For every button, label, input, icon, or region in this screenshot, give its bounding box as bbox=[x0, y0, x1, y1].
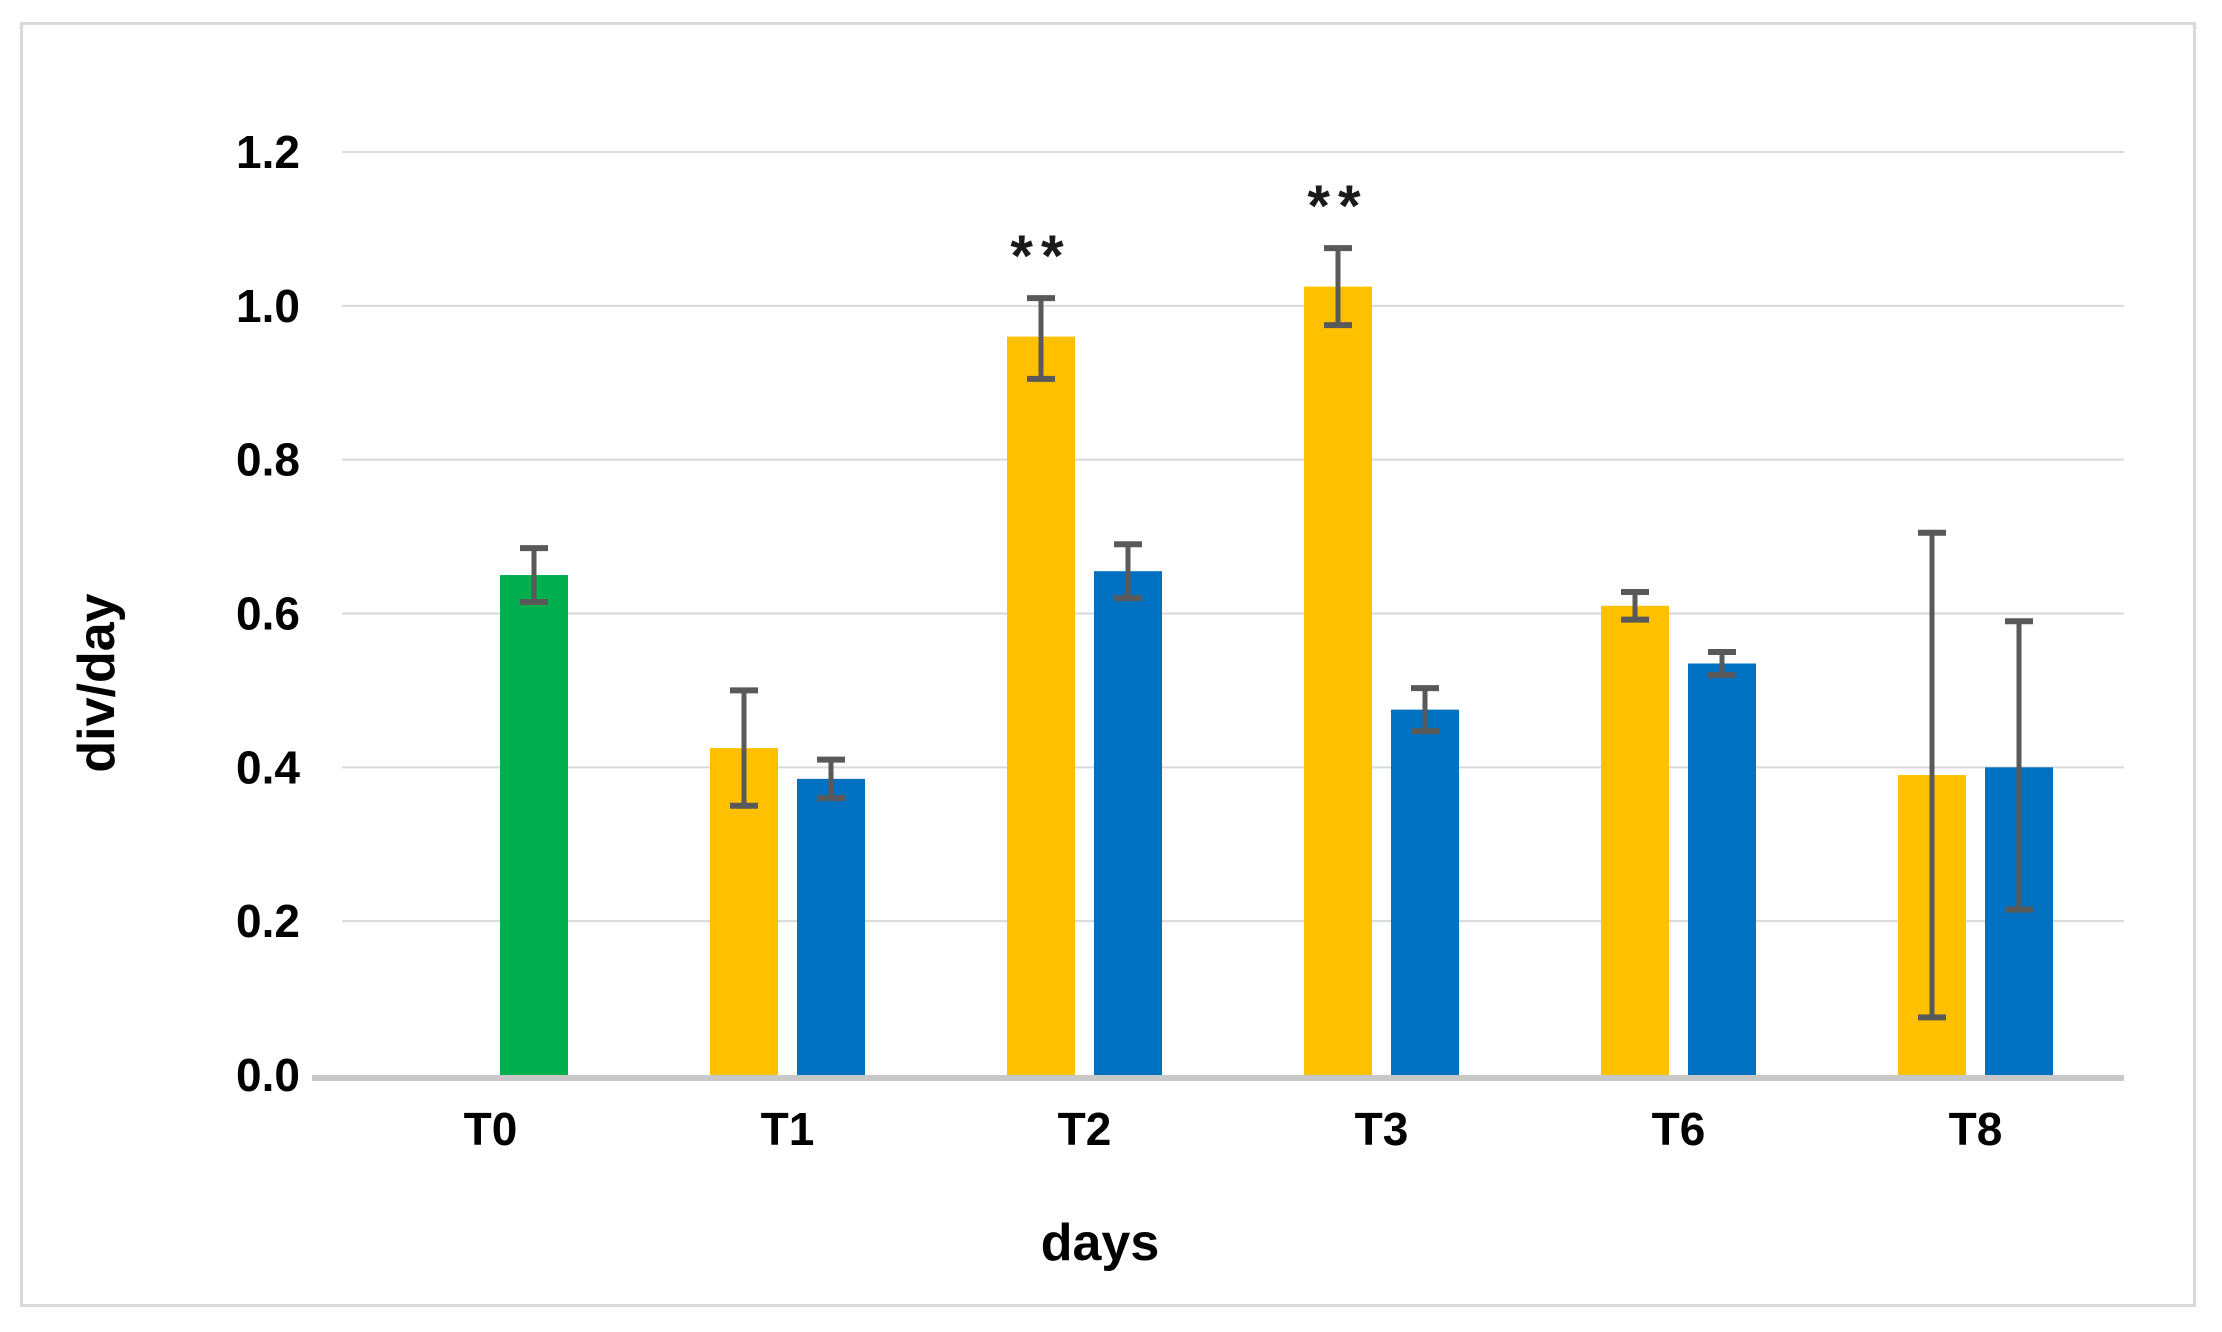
error-bars-group bbox=[520, 245, 2033, 1021]
significance-marker-t3: ** bbox=[1307, 174, 1368, 239]
error-bar-t8-blue bbox=[2005, 618, 2033, 913]
x-tick-label-t8: T8 bbox=[1949, 1103, 2003, 1155]
bars-group bbox=[500, 286, 2053, 1076]
error-bar-t1-blue bbox=[817, 756, 845, 802]
y-axis-tick-labels: 0.0 0.2 0.4 0.6 0.8 1.0 1.2 bbox=[236, 126, 300, 1101]
x-axis-tick-labels: T0 T1 T2 T3 T6 T8 bbox=[464, 1103, 2003, 1155]
significance-annotations: ** ** bbox=[1010, 174, 1368, 289]
y-tick-label-0.8: 0.8 bbox=[236, 434, 300, 486]
y-tick-label-1.0: 1.0 bbox=[236, 280, 300, 332]
bar-t2-yellow bbox=[1007, 336, 1075, 1076]
y-axis-title: div/day bbox=[68, 593, 126, 773]
y-tick-label-0.6: 0.6 bbox=[236, 588, 300, 640]
bar-t1-blue bbox=[797, 778, 865, 1075]
error-bar-t2-yellow bbox=[1027, 295, 1055, 382]
x-tick-label-t0: T0 bbox=[464, 1103, 518, 1155]
error-bar-t2-blue bbox=[1114, 541, 1142, 602]
y-tick-label-0.2: 0.2 bbox=[236, 895, 300, 947]
x-tick-label-t6: T6 bbox=[1652, 1103, 1706, 1155]
error-bar-t3-yellow bbox=[1324, 245, 1352, 329]
significance-marker-t2: ** bbox=[1010, 224, 1071, 289]
error-bar-t6-yellow bbox=[1621, 588, 1649, 623]
bar-t6-yellow bbox=[1601, 605, 1669, 1075]
error-bar-t1-yellow bbox=[730, 687, 758, 809]
x-tick-label-t1: T1 bbox=[761, 1103, 815, 1155]
bar-t2-blue bbox=[1094, 571, 1162, 1075]
error-bar-t8-yellow bbox=[1918, 529, 1946, 1021]
error-bar-t3-blue bbox=[1411, 685, 1439, 735]
x-tick-label-t3: T3 bbox=[1355, 1103, 1409, 1155]
y-tick-label-0.4: 0.4 bbox=[236, 741, 300, 793]
error-bar-t6-blue bbox=[1708, 648, 1736, 679]
bar-t3-blue bbox=[1391, 709, 1459, 1075]
bar-t3-yellow bbox=[1304, 286, 1372, 1076]
y-tick-label-0.0: 0.0 bbox=[236, 1049, 300, 1101]
x-axis-title: days bbox=[1040, 1214, 1160, 1272]
x-tick-label-t2: T2 bbox=[1058, 1103, 1112, 1155]
error-bar-t0-green bbox=[520, 545, 548, 605]
gridlines bbox=[342, 151, 2124, 923]
bar-t0-green bbox=[500, 575, 568, 1075]
y-tick-label-1.2: 1.2 bbox=[236, 126, 300, 178]
bar-t6-blue bbox=[1688, 663, 1756, 1075]
